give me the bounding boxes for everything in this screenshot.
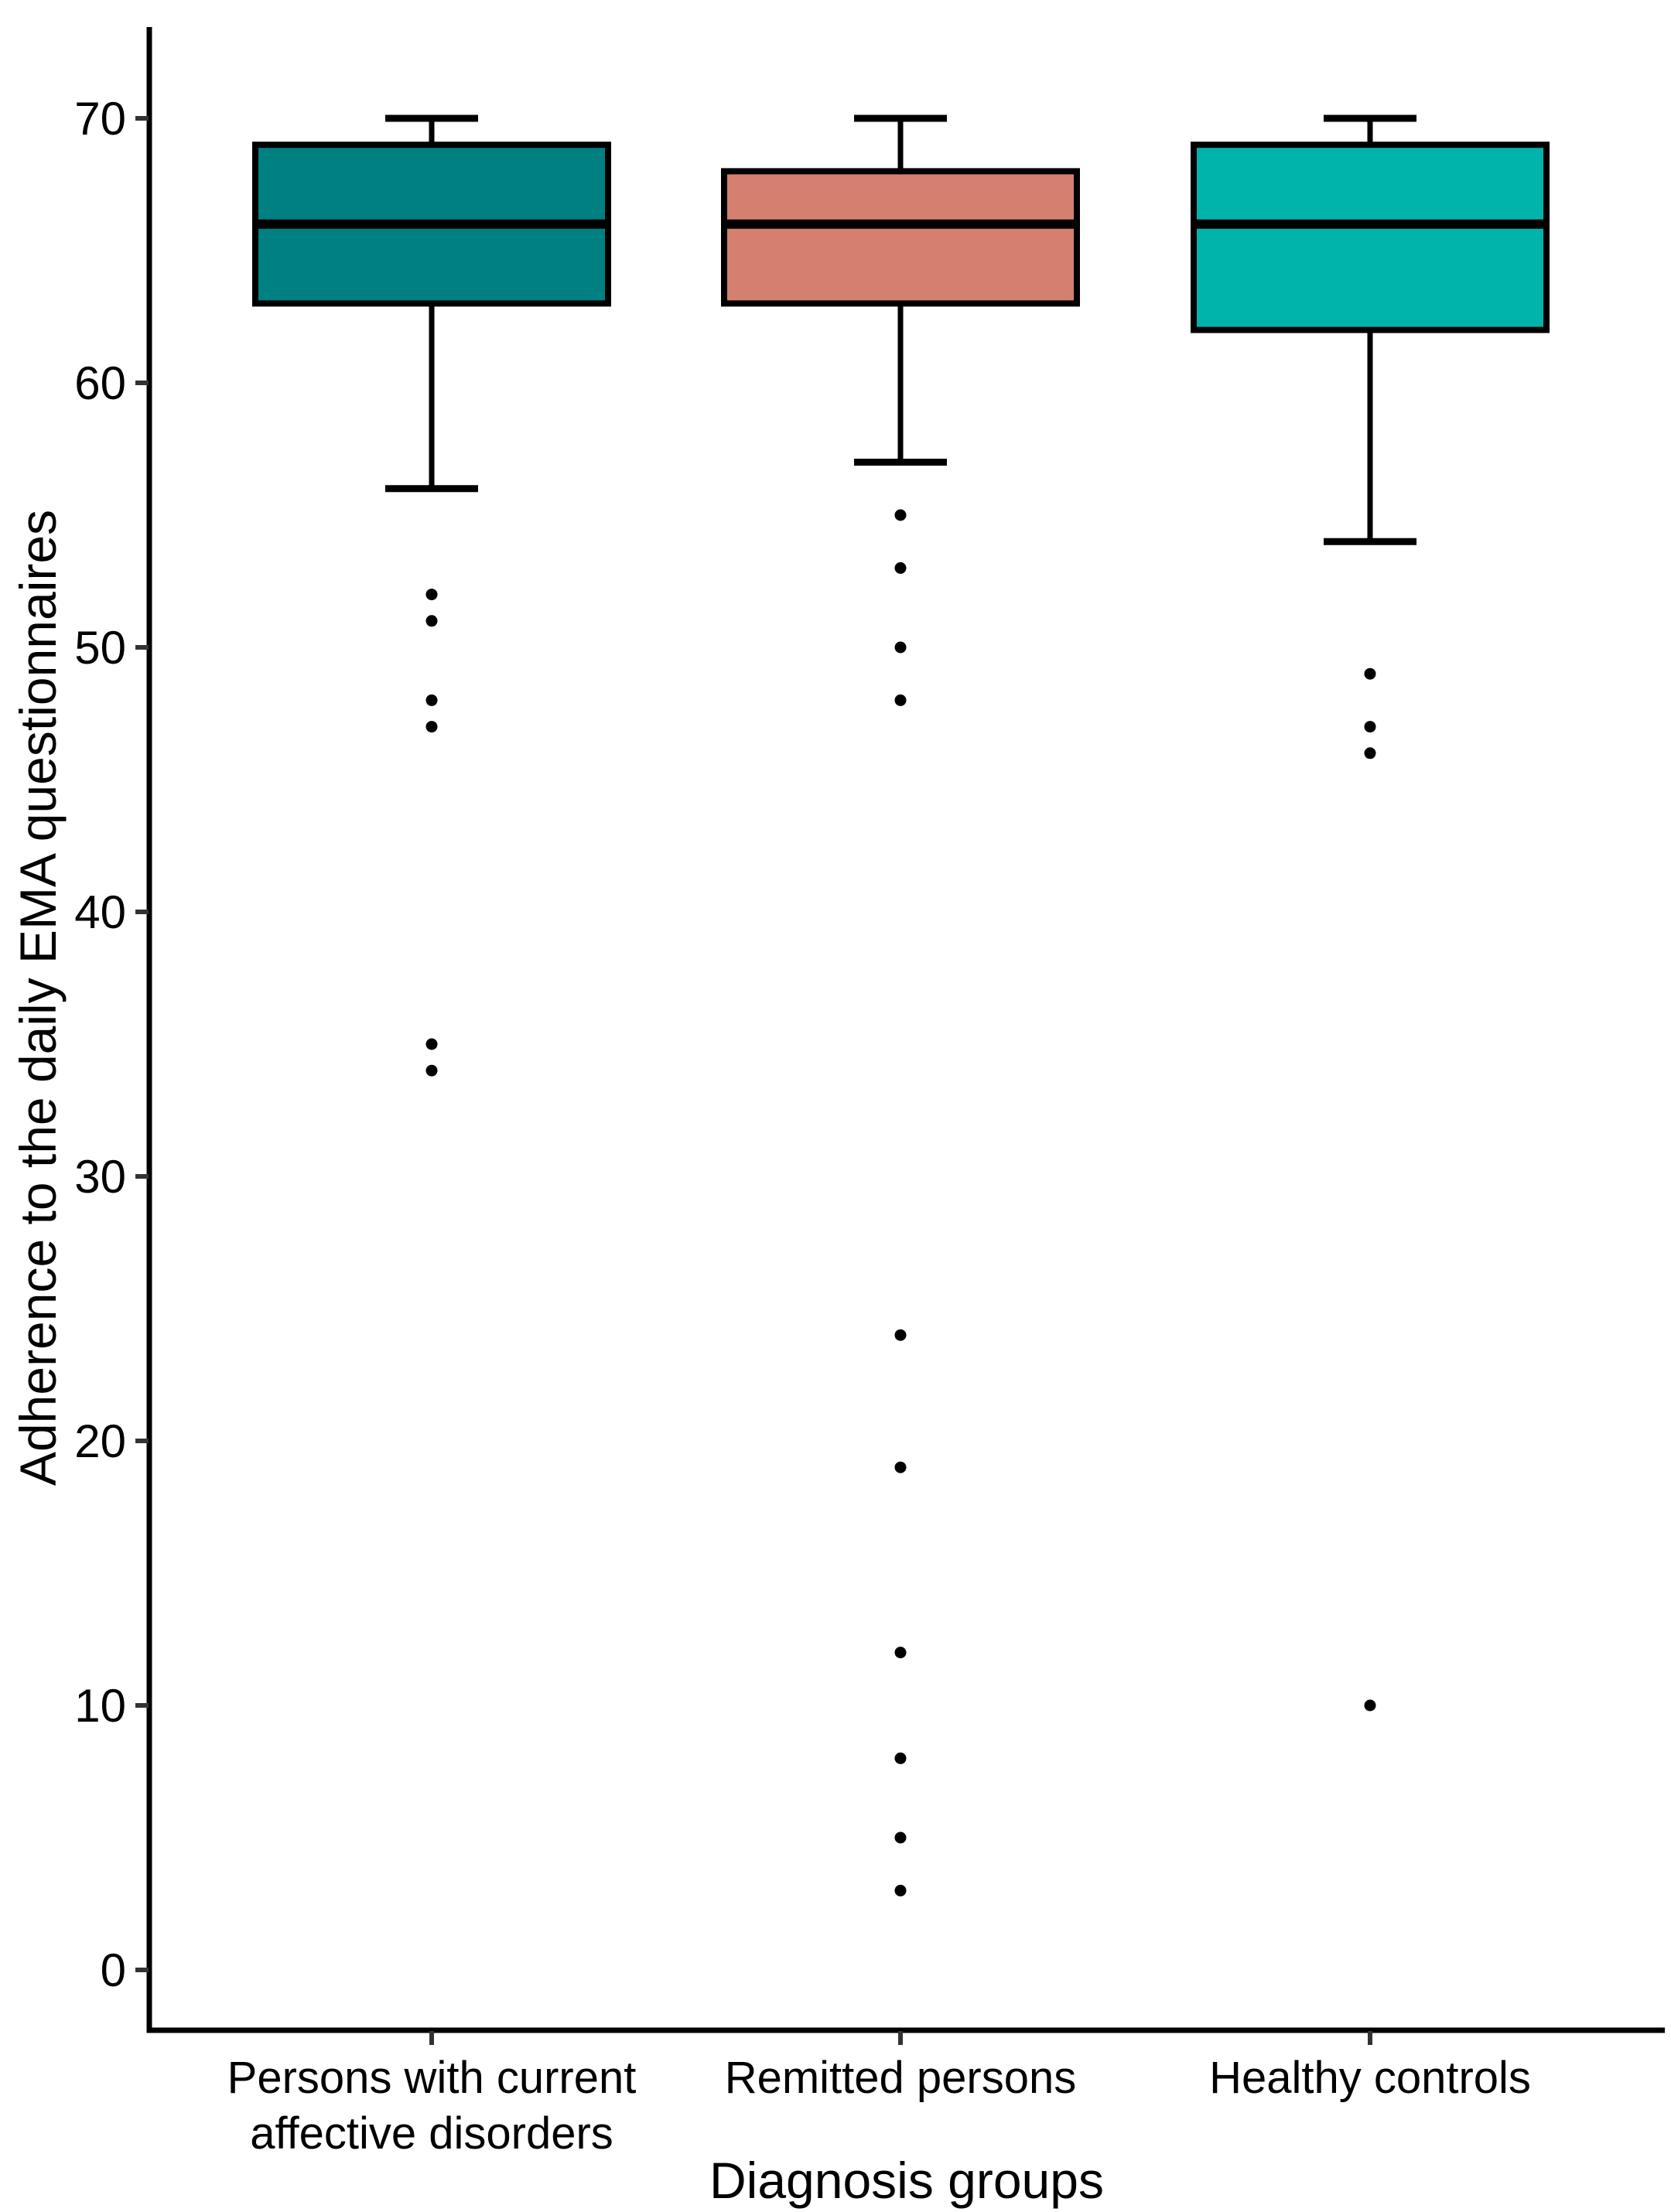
outlier-dot <box>894 1831 907 1844</box>
box-3 <box>1191 142 1550 333</box>
x-category-label-line: Persons with current <box>227 2053 637 2103</box>
outlier-dot <box>894 1461 907 1473</box>
x-axis-title: Diagnosis groups <box>709 2152 1104 2209</box>
outlier-dot <box>425 694 438 706</box>
outlier-dot <box>1364 721 1376 733</box>
outlier-dot <box>1364 747 1376 760</box>
outlier-dot <box>425 589 438 601</box>
y-tick-label: 60 <box>74 357 126 409</box>
y-tick-label: 0 <box>101 1944 126 1996</box>
outlier-dot <box>1364 667 1376 680</box>
plot-area: 0 10 20 30 40 50 60 70 Persons with current affec… <box>74 27 1665 2159</box>
outlier-dot <box>425 615 438 627</box>
outlier-dot <box>894 1647 907 1659</box>
y-tick-label: 70 <box>74 93 126 145</box>
y-axis-title: Adherence to the daily EMA questionnaire… <box>9 510 67 1486</box>
outlier-dot <box>894 562 907 574</box>
outlier-dot <box>894 641 907 654</box>
box-2 <box>721 168 1080 307</box>
outlier-dot <box>1364 1699 1376 1712</box>
outlier-dot <box>894 1752 907 1764</box>
y-tick-label: 30 <box>74 1151 126 1203</box>
y-tick-label: 20 <box>74 1415 126 1467</box>
outlier-dot <box>894 1329 907 1341</box>
outlier-dot <box>894 1884 907 1896</box>
x-category-label-line: affective disorders <box>250 2108 613 2159</box>
outlier-dot <box>894 509 907 521</box>
x-category-label-line: Healthy controls <box>1209 2053 1531 2103</box>
y-tick-label: 40 <box>74 886 126 938</box>
x-category-label-line: Remitted persons <box>725 2053 1077 2103</box>
x-category-label: Remitted persons <box>725 2053 1077 2103</box>
x-category-label: Persons with current affective disorders <box>227 2053 637 2159</box>
y-tick-label: 50 <box>74 622 126 674</box>
outlier-dot <box>425 1038 438 1050</box>
outlier-dot <box>894 694 907 706</box>
x-category-label: Healthy controls <box>1209 2053 1531 2103</box>
outlier-dot <box>425 1064 438 1077</box>
y-tick-label: 10 <box>74 1680 126 1732</box>
outlier-dot <box>425 721 438 733</box>
